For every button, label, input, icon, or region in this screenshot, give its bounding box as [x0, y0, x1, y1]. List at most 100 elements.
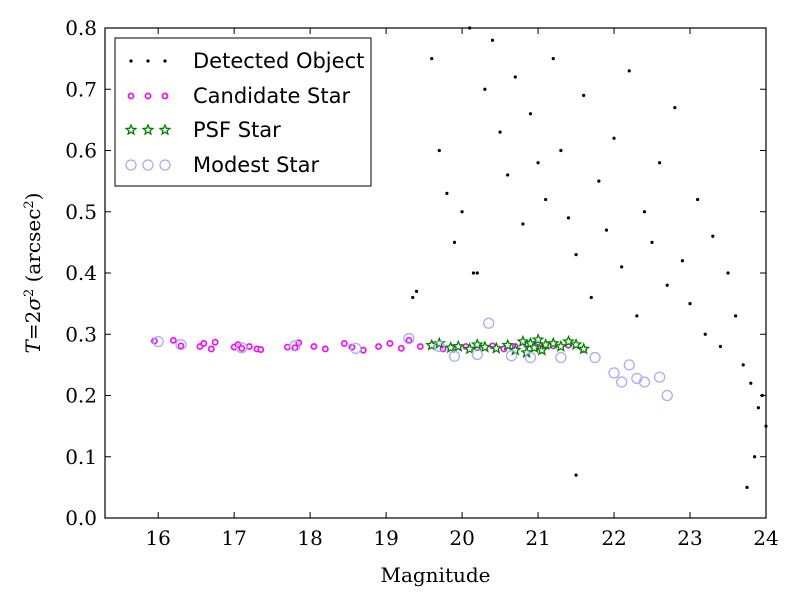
detected-object-point — [475, 271, 479, 275]
legend-box — [114, 37, 372, 187]
x-tick-label: 24 — [753, 526, 778, 550]
detected-object-point — [718, 344, 723, 349]
candidate-star-point — [416, 343, 424, 350]
detected-object-point — [559, 148, 563, 153]
detected-object-point — [544, 197, 548, 202]
psf-star-series — [425, 333, 591, 359]
psf-star-point — [489, 341, 503, 354]
detected-object-point — [696, 197, 700, 202]
detected-object-point — [483, 87, 487, 91]
psf-star-point — [463, 342, 477, 355]
detected-object-point — [498, 130, 502, 134]
x-tick-label: 18 — [297, 526, 322, 550]
candidate-star-point — [321, 345, 329, 353]
detected-object-point — [688, 302, 692, 306]
psf-star-point — [516, 334, 530, 347]
modest-star-point — [236, 342, 248, 354]
psf-star-point — [569, 337, 583, 351]
x-tick-label: 20 — [449, 526, 474, 550]
psf-star-point — [432, 336, 446, 349]
y-tick-labels: 0.0 0.1 0.2 0.3 0.4 0.5 0.6 0.7 0.8 — [65, 16, 97, 530]
detected-object-point — [749, 381, 753, 385]
y-label-unit-sup: 2 — [22, 200, 37, 208]
modest-star-point — [608, 367, 620, 379]
legend-label: Detected Object — [193, 49, 364, 73]
detected-object-point — [711, 234, 715, 238]
detected-object-point — [658, 161, 662, 165]
modest-star-point — [638, 376, 651, 388]
y-label-unit: (arcsec — [21, 209, 45, 289]
modest-star-point — [175, 339, 187, 351]
modest-star-point — [589, 351, 601, 364]
candidate-star-point — [359, 346, 367, 354]
detected-object-point — [490, 38, 495, 42]
candidate-star-point — [257, 346, 265, 353]
psf-star-point — [451, 339, 465, 352]
detected-object-point — [471, 271, 476, 275]
psf-star-point — [554, 339, 568, 352]
legend-marker — [146, 59, 150, 63]
legend-label: Candidate Star — [193, 84, 350, 108]
legend-label: Modest Star — [193, 153, 319, 177]
candidate-star-point — [238, 344, 246, 352]
x-tick-label: 16 — [145, 526, 170, 550]
candidate-star-point — [211, 338, 219, 346]
modest-star-point — [433, 340, 445, 353]
modest-star-point — [623, 359, 635, 371]
legend-marker — [159, 159, 171, 171]
modest-star-point — [152, 335, 164, 348]
y-label-sigma: σ — [21, 296, 45, 311]
detected-object-point — [753, 455, 757, 459]
candidate-star-point — [245, 343, 253, 350]
candidate-star-point — [177, 342, 185, 350]
modest-star-point — [661, 389, 673, 402]
x-tick-label: 21 — [525, 526, 550, 550]
candidate-star-point — [340, 340, 348, 347]
y-axis-label: T=2σ2 (arcsec2) — [21, 192, 45, 353]
detected-object-point — [411, 295, 415, 300]
detected-object-point — [513, 75, 517, 79]
modest-star-point — [483, 317, 495, 329]
detected-object-point — [604, 228, 609, 232]
psf-star-point — [501, 338, 515, 351]
detected-object-series — [411, 26, 768, 489]
x-tick-label: 23 — [677, 526, 702, 550]
detected-object-point — [703, 332, 707, 336]
detected-object-point — [642, 210, 647, 214]
y-tick-label: 0.3 — [65, 322, 97, 346]
y-tick-label: 0.0 — [65, 506, 97, 530]
detected-object-point — [437, 148, 441, 153]
x-tick-label: 19 — [373, 526, 398, 550]
legend-marker — [127, 92, 135, 100]
detected-object-point — [612, 136, 616, 140]
detected-object-point — [597, 179, 601, 183]
legend-marker — [129, 59, 133, 63]
detected-object-point — [528, 112, 533, 116]
modest-star-series — [152, 317, 673, 402]
y-tick-label: 0.8 — [65, 16, 97, 40]
modest-star-point — [289, 340, 301, 352]
detected-object-point — [673, 106, 677, 110]
legend-marker — [163, 59, 167, 63]
candidate-star-point — [169, 336, 177, 344]
modest-star-point — [524, 351, 537, 364]
modest-star-point — [350, 342, 362, 354]
axis-ticks — [105, 27, 767, 519]
psf-star-point — [527, 340, 541, 354]
legend-marker — [124, 123, 138, 136]
detected-object-point — [745, 485, 749, 489]
modest-star-point — [505, 350, 518, 362]
modest-star-point — [471, 348, 483, 361]
y-tick-label: 0.1 — [65, 445, 97, 469]
modest-star-point — [448, 350, 461, 362]
psf-star-point — [531, 333, 545, 346]
y-label-var: T — [21, 339, 45, 354]
detected-object-point — [627, 69, 631, 73]
detected-object-point — [574, 473, 578, 477]
candidate-star-point — [291, 344, 299, 352]
y-tick-label: 0.7 — [65, 77, 97, 101]
x-tick-labels: 16 17 18 19 20 21 22 23 24 — [145, 526, 778, 550]
legend-marker — [158, 123, 172, 136]
candidate-star-point — [207, 345, 215, 353]
x-tick-label: 22 — [601, 526, 626, 550]
